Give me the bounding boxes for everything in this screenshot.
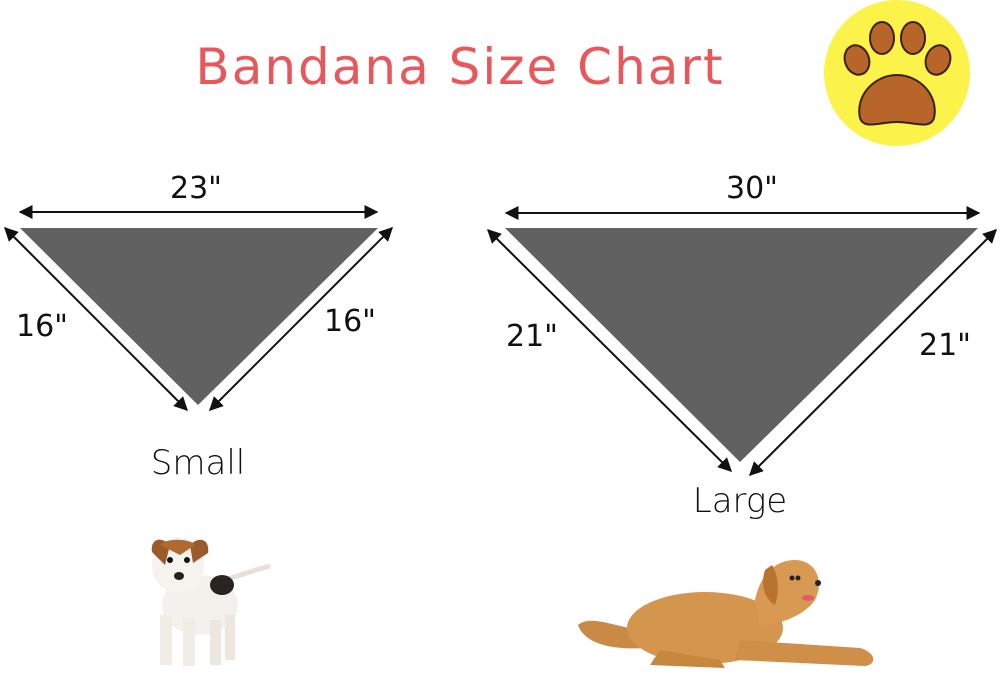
large-triangle [505, 228, 978, 462]
paw-print-icon [843, 21, 952, 126]
small-top-label: 23" [170, 171, 222, 206]
small-size-label: Small [151, 443, 245, 483]
small-left-arrow [4, 227, 188, 411]
large-left-arrow [487, 229, 732, 472]
paw-badge [824, 0, 970, 146]
puppy-image [151, 537, 271, 666]
golden-retriever-image [578, 560, 874, 668]
large-left-label: 21" [506, 319, 558, 354]
large-right-arrow [749, 229, 997, 476]
chart-title: Bandana Size Chart [195, 38, 724, 96]
large-bandana: 30" 21" 21" Large [487, 171, 997, 521]
small-bandana: 23" 16" 16" Small [4, 171, 393, 483]
large-top-label: 30" [726, 171, 778, 206]
small-right-label: 16" [324, 304, 376, 339]
small-left-label: 16" [16, 309, 68, 344]
large-right-label: 21" [919, 328, 971, 363]
large-size-label: Large [693, 481, 787, 521]
small-right-arrow [209, 227, 393, 411]
